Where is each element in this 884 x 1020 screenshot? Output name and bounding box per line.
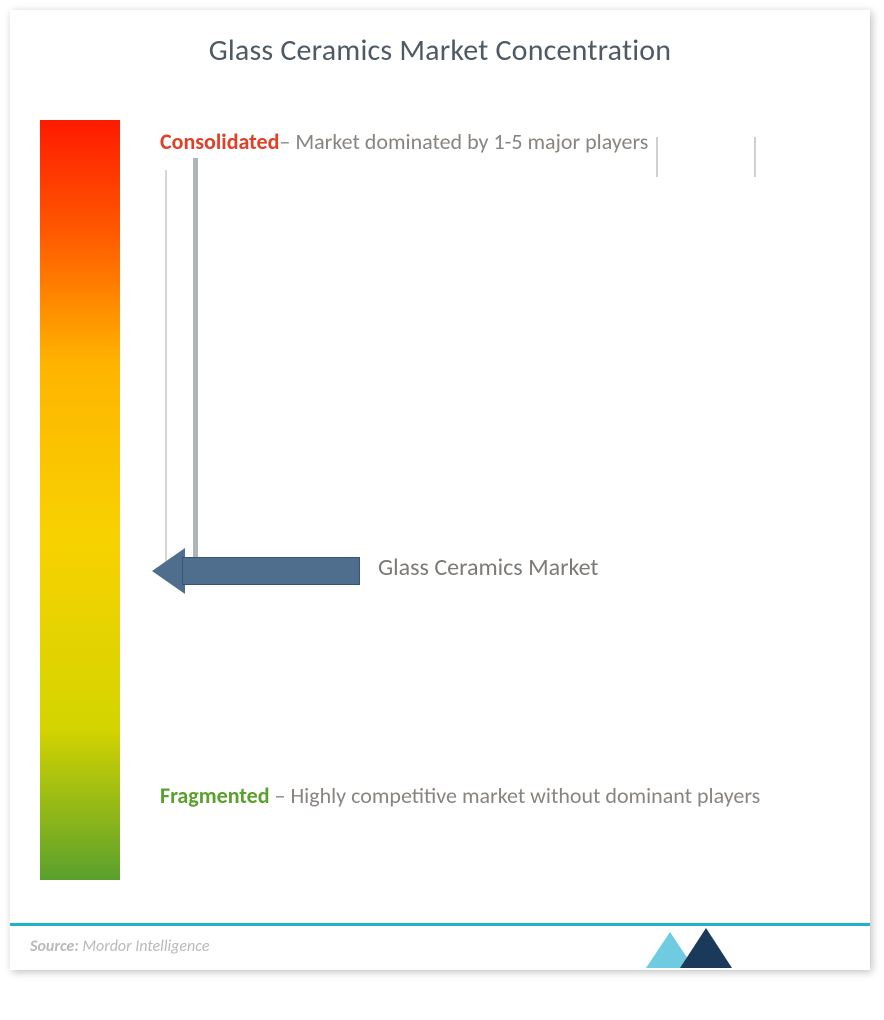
infographic-card: Glass Ceramics Market Concentration Cons… xyxy=(10,10,870,970)
consolidated-description: Consolidated– Market dominated by 1-5 ma… xyxy=(160,118,820,166)
concentration-gradient-bar xyxy=(40,120,120,880)
source-attribution: Source: Mordor Intelligence xyxy=(30,937,209,956)
fragmented-label: Fragmented xyxy=(160,782,270,809)
fragmented-description: Fragmented – Highly competitive market w… xyxy=(160,772,820,820)
arrow-body xyxy=(182,557,360,585)
guide-vertical-line xyxy=(165,170,167,570)
consolidated-text: – Market dominated by 1-5 major players xyxy=(279,128,648,155)
source-value: Mordor Intelligence xyxy=(79,937,210,956)
source-label: Source: xyxy=(30,937,79,956)
chart-title: Glass Ceramics Market Concentration xyxy=(10,10,870,69)
marker-arrow xyxy=(152,548,362,594)
brand-logo-icon xyxy=(640,924,740,970)
fragmented-text: – Highly competitive market without domi… xyxy=(270,782,761,809)
guide-vertical-line xyxy=(193,158,198,571)
marker-label: Glass Ceramics Market xyxy=(378,553,598,582)
consolidated-label: Consolidated xyxy=(160,128,279,155)
footer-divider xyxy=(10,923,870,926)
arrow-head-icon xyxy=(152,548,185,594)
